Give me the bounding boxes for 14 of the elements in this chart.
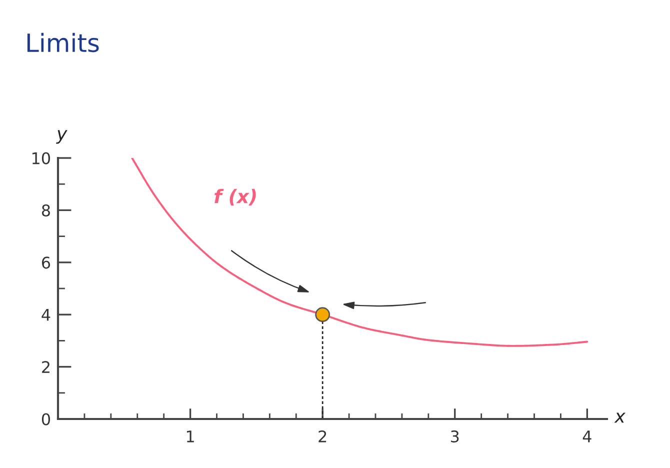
x-tick-label: 3 xyxy=(451,430,459,442)
text: f (x) xyxy=(214,188,256,206)
y-tick-label: 2 xyxy=(42,361,50,373)
y-axis-title: y xyxy=(56,130,68,144)
y-tick-label: 0 xyxy=(42,413,50,426)
x-tick-label: 2 xyxy=(318,430,326,442)
x-tick-label: 4 xyxy=(582,430,592,442)
y-tick-label: 10 xyxy=(32,152,50,164)
y-tick-label: 4 xyxy=(42,309,50,321)
y-tick-label: 8 xyxy=(42,204,50,216)
chart-title: Limits xyxy=(27,32,99,52)
x-axis-title: x xyxy=(614,412,626,423)
y-tick-label: 6 xyxy=(42,256,50,269)
x-tick-label: 1 xyxy=(186,430,194,442)
